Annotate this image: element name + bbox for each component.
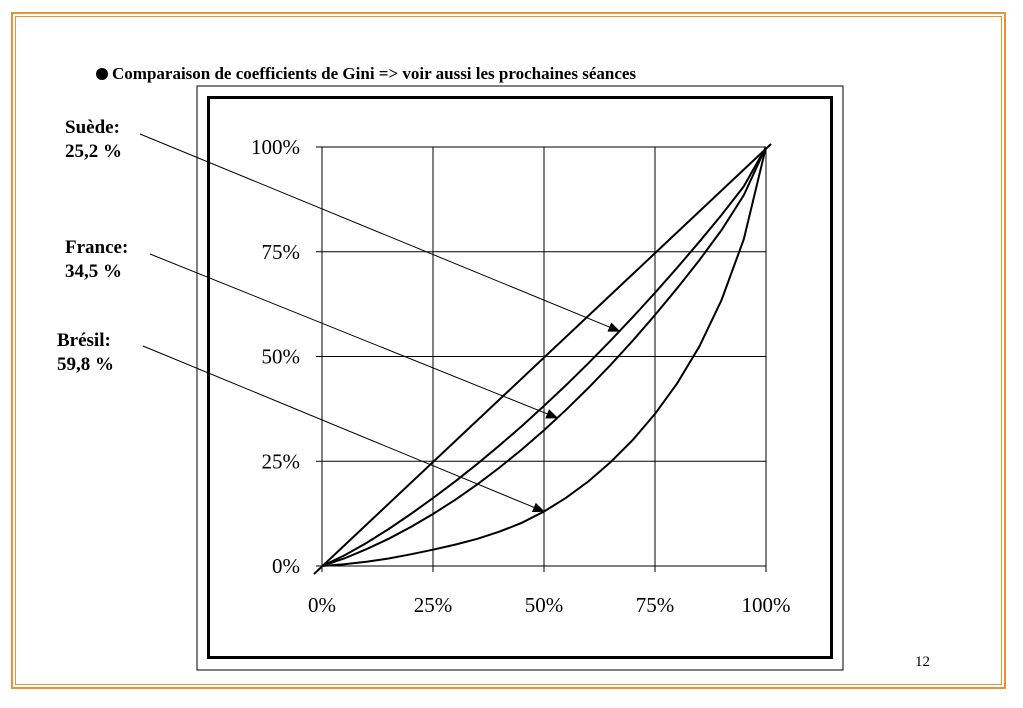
headline-text: Comparaison de coefficients de Gini => v…	[112, 64, 637, 83]
annotation-arrow-0	[139, 133, 621, 332]
page-number: 12	[915, 654, 930, 670]
y-tick-label-3: 75%	[262, 240, 301, 264]
chart-series	[313, 143, 772, 575]
annotation-france-value: 34,5 %	[65, 261, 122, 282]
y-tick-label-4: 100%	[251, 135, 300, 159]
annotation-suede-label: Suède:	[65, 117, 120, 138]
annotation-bresil: Brésil: 59,8 %	[57, 329, 114, 377]
annotation-suede-value: 25,2 %	[65, 141, 122, 162]
series-line-equality	[313, 143, 772, 575]
chart-annotation-arrows	[139, 133, 621, 512]
x-tick-label-4: 100%	[742, 593, 791, 617]
chart-outer-frame	[196, 85, 844, 671]
series-line-suède	[321, 146, 767, 567]
series-line-france	[321, 146, 767, 567]
y-tick-label-1: 25%	[262, 449, 301, 473]
x-tick-label-3: 75%	[636, 593, 675, 617]
x-tick-label-1: 25%	[414, 593, 453, 617]
y-tick-label-0: 0%	[272, 554, 300, 578]
slide-headline: Comparaison de coefficients de Gini => v…	[96, 64, 636, 84]
annotation-arrow-2	[142, 345, 545, 512]
x-tick-label-0: 0%	[308, 593, 336, 617]
slide-border-outer	[11, 12, 1006, 689]
y-tick-label-2: 50%	[262, 345, 301, 369]
slide-border-inner	[15, 16, 1002, 685]
annotation-arrow-1	[149, 253, 559, 419]
chart-inner-frame	[207, 96, 833, 659]
annotation-suede: Suède: 25,2 %	[65, 116, 122, 164]
annotation-bresil-value: 59,8 %	[57, 354, 114, 375]
annotation-france: France: 34,5 %	[65, 236, 128, 284]
chart-ticks: 0% 25% 50% 75% 100% 0% 25% 50% 75% 100%	[251, 135, 791, 617]
annotation-france-label: France:	[65, 237, 129, 258]
bullet-icon	[96, 68, 108, 80]
annotation-bresil-label: Brésil:	[57, 330, 111, 351]
x-tick-label-2: 50%	[525, 593, 564, 617]
